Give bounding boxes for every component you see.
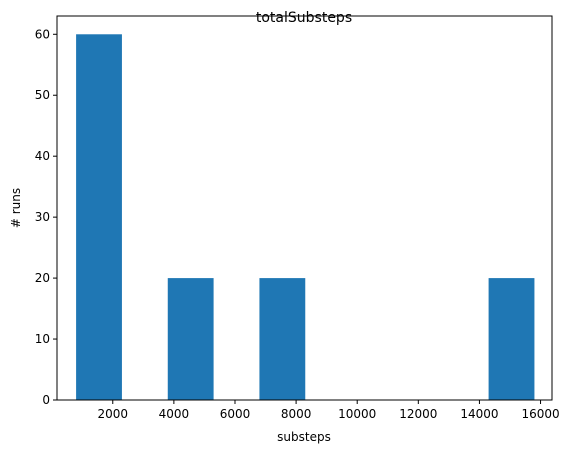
y-tick-label: 0 (42, 393, 50, 407)
chart-title: totalSubsteps (256, 10, 352, 26)
x-axis: 2000 4000 6000 8000 10000 12000 14000 16000 (97, 400, 560, 421)
y-tick-label: 20 (35, 271, 50, 285)
y-tick-label: 10 (35, 332, 50, 346)
x-tick-label: 10000 (338, 407, 376, 421)
x-tick-label: 16000 (521, 407, 559, 421)
y-tick-label: 30 (35, 210, 50, 224)
x-tick-label: 6000 (220, 407, 251, 421)
plot-frame (56, 15, 553, 401)
histogram-bar (167, 278, 214, 400)
y-tick-label: 50 (35, 88, 50, 102)
x-tick-label: 14000 (460, 407, 498, 421)
y-axis: 0 10 20 30 40 50 60 (35, 27, 57, 407)
histogram-bar (259, 278, 306, 400)
histogram-bar (488, 278, 535, 400)
x-axis-label: substeps (277, 430, 331, 444)
y-tick-label: 60 (35, 27, 50, 41)
bars-group (76, 34, 535, 401)
x-tick-label: 4000 (159, 407, 190, 421)
x-tick-label: 12000 (399, 407, 437, 421)
y-tick-label: 40 (35, 149, 50, 163)
x-tick-label: 8000 (281, 407, 312, 421)
x-tick-label: 2000 (97, 407, 128, 421)
y-axis-label: # runs (9, 188, 23, 228)
histogram-bar (76, 34, 122, 401)
